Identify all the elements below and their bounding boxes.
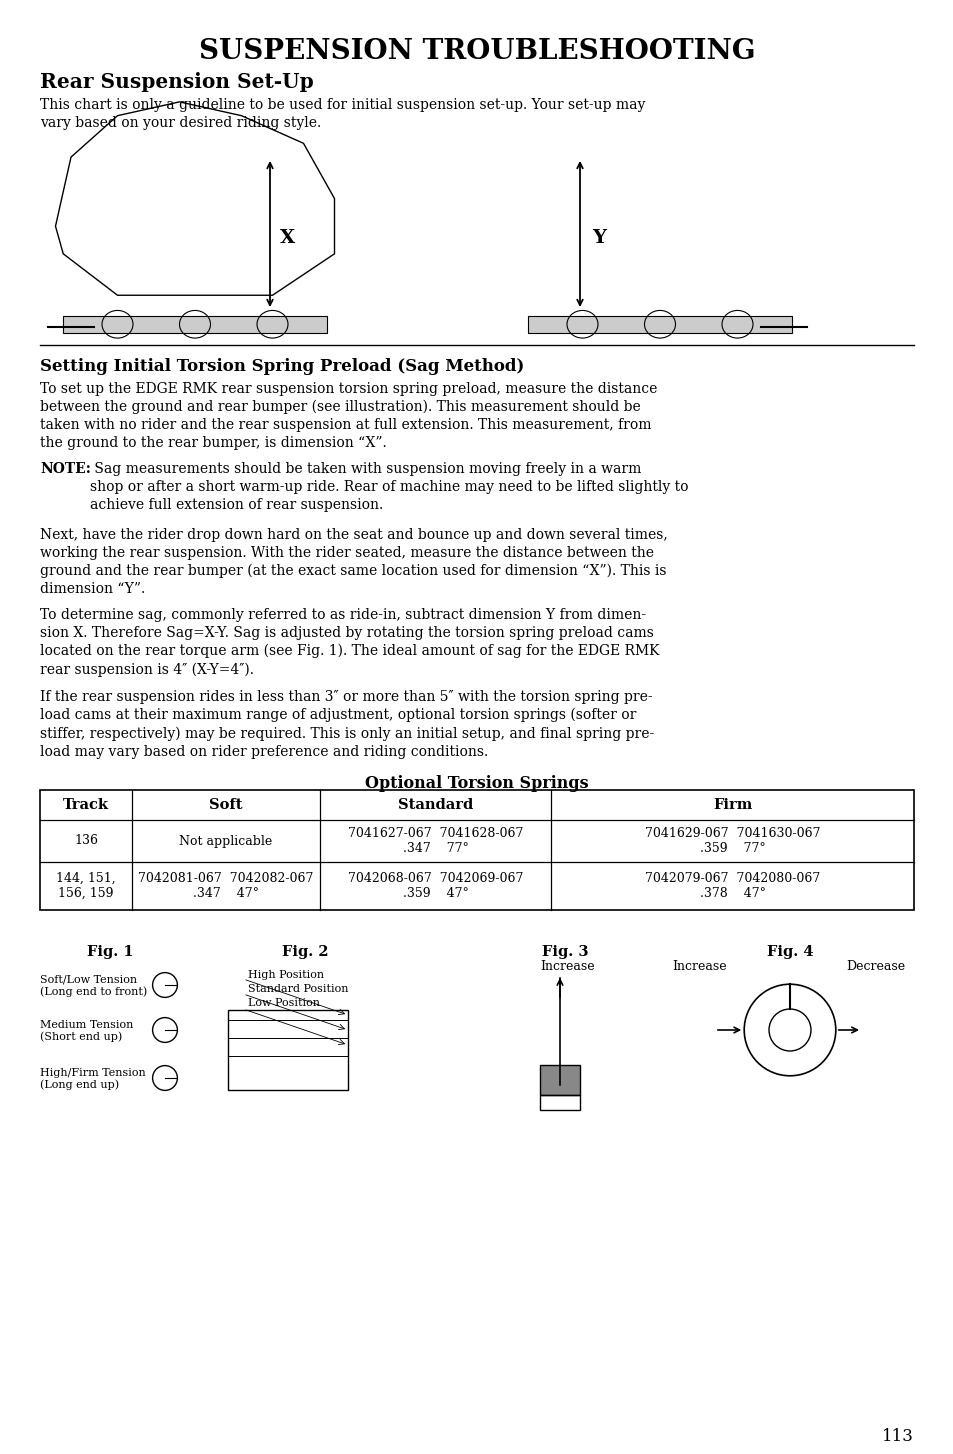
Bar <box>40 790 913 910</box>
Text: 7042079-067  7042080-067
.378    47°: 7042079-067 7042080-067 .378 47° <box>644 872 820 900</box>
Point <box>801 318 812 336</box>
Text: Standard: Standard <box>397 798 473 811</box>
Point <box>754 318 765 336</box>
Text: Optional Torsion Springs: Optional Torsion Springs <box>365 775 588 792</box>
Text: Medium Tension
(Short end up): Medium Tension (Short end up) <box>40 1021 133 1043</box>
Text: 113: 113 <box>882 1428 913 1445</box>
Bar <box>539 1095 579 1109</box>
Text: 7042068-067  7042069-067
.359    47°: 7042068-067 7042069-067 .359 47° <box>348 872 522 900</box>
Text: This chart is only a guideline to be used for initial suspension set-up. Your se: This chart is only a guideline to be use… <box>40 97 645 129</box>
Text: Soft: Soft <box>209 798 242 811</box>
Text: Fig. 1: Fig. 1 <box>87 945 133 960</box>
Text: High/Firm Tension
(Long end up): High/Firm Tension (Long end up) <box>40 1069 146 1090</box>
Text: 144, 151,
156, 159: 144, 151, 156, 159 <box>56 872 115 900</box>
Text: Setting Initial Torsion Spring Preload (Sag Method): Setting Initial Torsion Spring Preload (… <box>40 358 524 375</box>
Text: Increase: Increase <box>672 960 726 973</box>
Bar <box>228 1011 348 1090</box>
Text: To set up the EDGE RMK rear suspension torsion spring preload, measure the dista: To set up the EDGE RMK rear suspension t… <box>40 382 657 451</box>
Text: X: X <box>280 228 294 247</box>
Text: Fig. 2: Fig. 2 <box>281 945 328 960</box>
Text: Next, have the rider drop down hard on the seat and bounce up and down several t: Next, have the rider drop down hard on t… <box>40 528 667 596</box>
Text: High Position: High Position <box>248 970 324 980</box>
Text: 7041629-067  7041630-067
.359    77°: 7041629-067 7041630-067 .359 77° <box>644 827 820 855</box>
Text: Increase: Increase <box>539 960 594 973</box>
Text: To determine sag, commonly referred to as ride-in, subtract dimension Y from dim: To determine sag, commonly referred to a… <box>40 608 659 676</box>
Bar <box>528 316 791 333</box>
Bar <box>539 1064 579 1095</box>
Text: Soft/Low Tension
(Long end to front): Soft/Low Tension (Long end to front) <box>40 976 147 997</box>
Bar <box>63 316 327 333</box>
Text: Track: Track <box>63 798 109 811</box>
Text: NOTE:: NOTE: <box>40 462 91 475</box>
Text: Decrease: Decrease <box>845 960 904 973</box>
Text: 7042081-067  7042082-067
.347    47°: 7042081-067 7042082-067 .347 47° <box>138 872 314 900</box>
Text: Y: Y <box>592 228 605 247</box>
Text: Sag measurements should be taken with suspension moving freely in a warm
shop or: Sag measurements should be taken with su… <box>90 462 687 512</box>
Text: Rear Suspension Set-Up: Rear Suspension Set-Up <box>40 73 314 92</box>
Point <box>89 318 100 336</box>
Text: Low Position: Low Position <box>248 997 319 1008</box>
Text: Fig. 3: Fig. 3 <box>541 945 588 960</box>
Point <box>42 318 53 336</box>
Text: 136: 136 <box>74 835 98 848</box>
Text: 7041627-067  7041628-067
.347    77°: 7041627-067 7041628-067 .347 77° <box>348 827 522 855</box>
Text: SUSPENSION TROUBLESHOOTING: SUSPENSION TROUBLESHOOTING <box>198 38 755 65</box>
Text: If the rear suspension rides in less than 3″ or more than 5″ with the torsion sp: If the rear suspension rides in less tha… <box>40 691 654 759</box>
Text: Standard Position: Standard Position <box>248 984 348 995</box>
Text: Firm: Firm <box>712 798 752 811</box>
Text: Not applicable: Not applicable <box>179 835 273 848</box>
Text: Fig. 4: Fig. 4 <box>766 945 812 960</box>
